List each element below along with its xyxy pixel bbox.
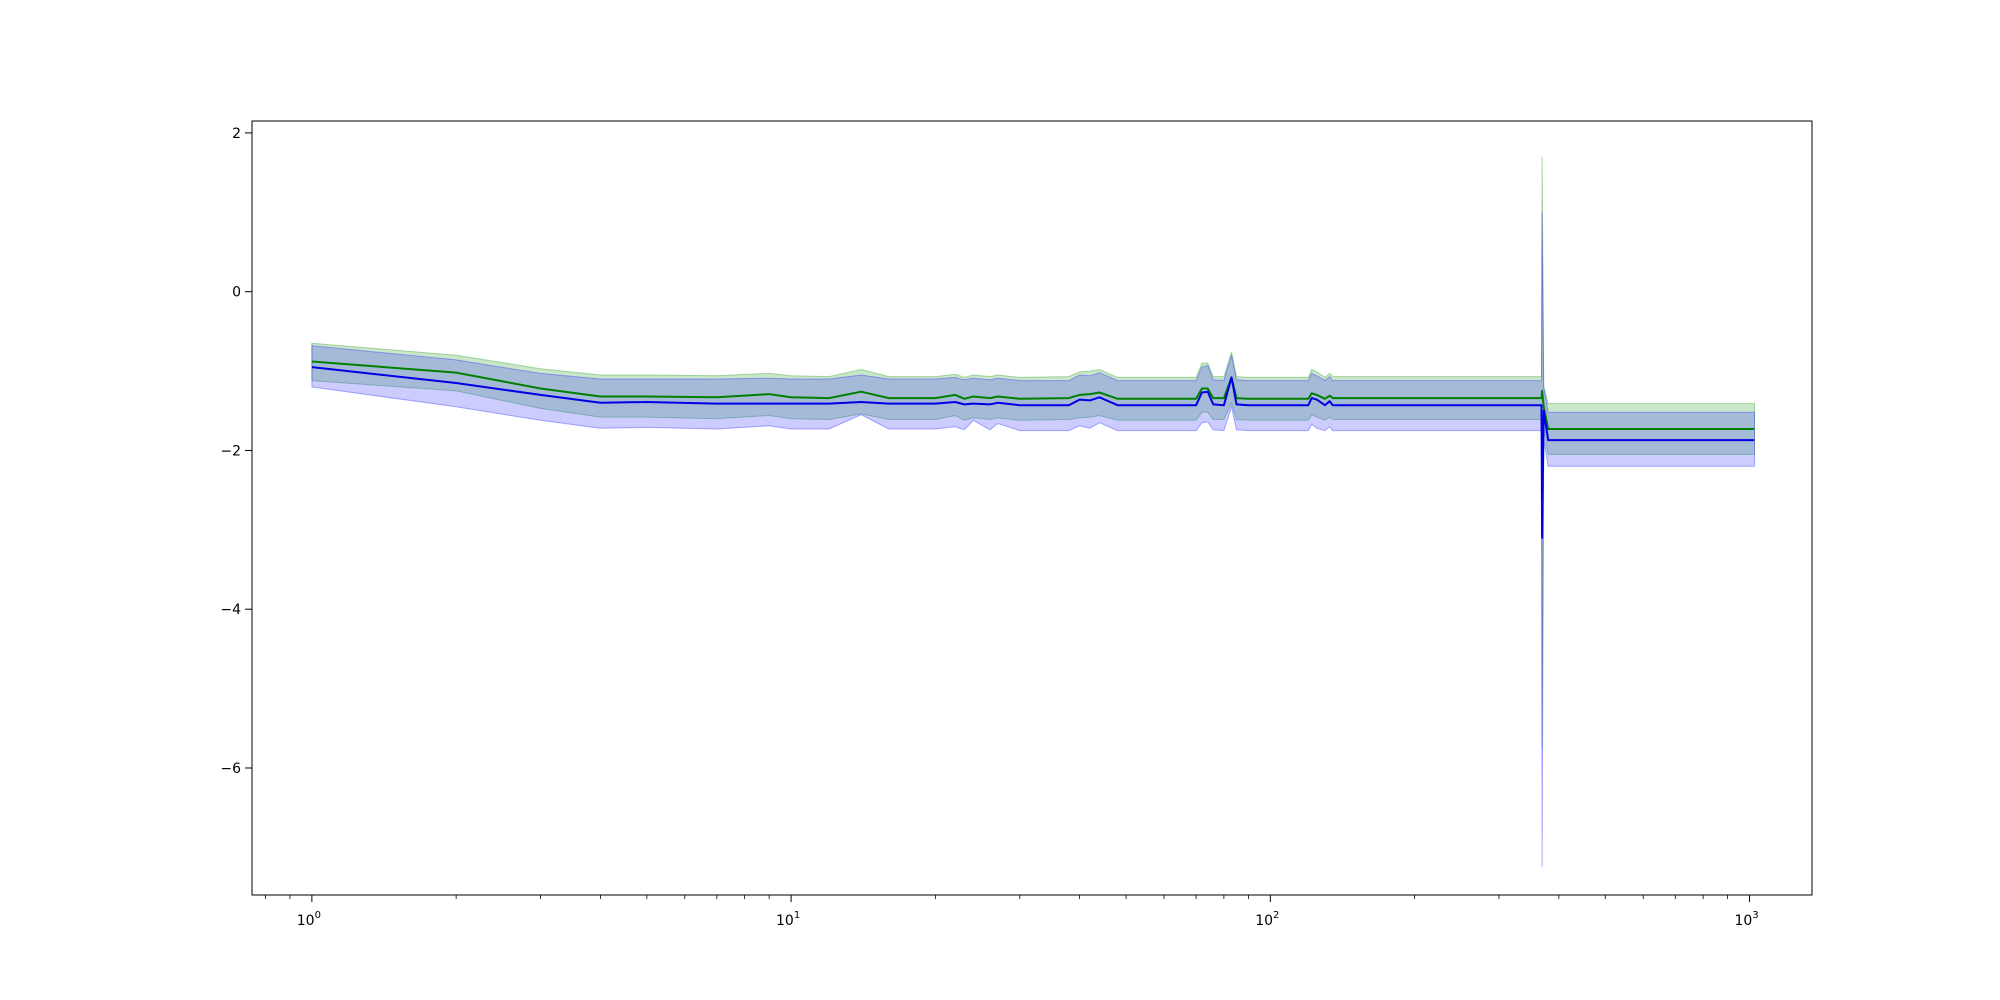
y-axis: 2 0 −2 −4 −6: [220, 126, 252, 777]
series-1-band: [311, 156, 1755, 749]
plot-frame: [251, 120, 1813, 896]
y-tick-label: −2: [220, 443, 241, 459]
series-1-line: [311, 360, 1755, 430]
y-tick-label: −6: [220, 761, 241, 777]
confidence-bands: [311, 156, 1755, 868]
series-2-line: [311, 366, 1755, 539]
series-lines: [311, 360, 1755, 539]
y-tick-label: 2: [232, 126, 241, 142]
series-2-band: [311, 212, 1755, 868]
y-tick-label: −4: [220, 602, 241, 618]
y-tick-label: 0: [232, 285, 241, 301]
